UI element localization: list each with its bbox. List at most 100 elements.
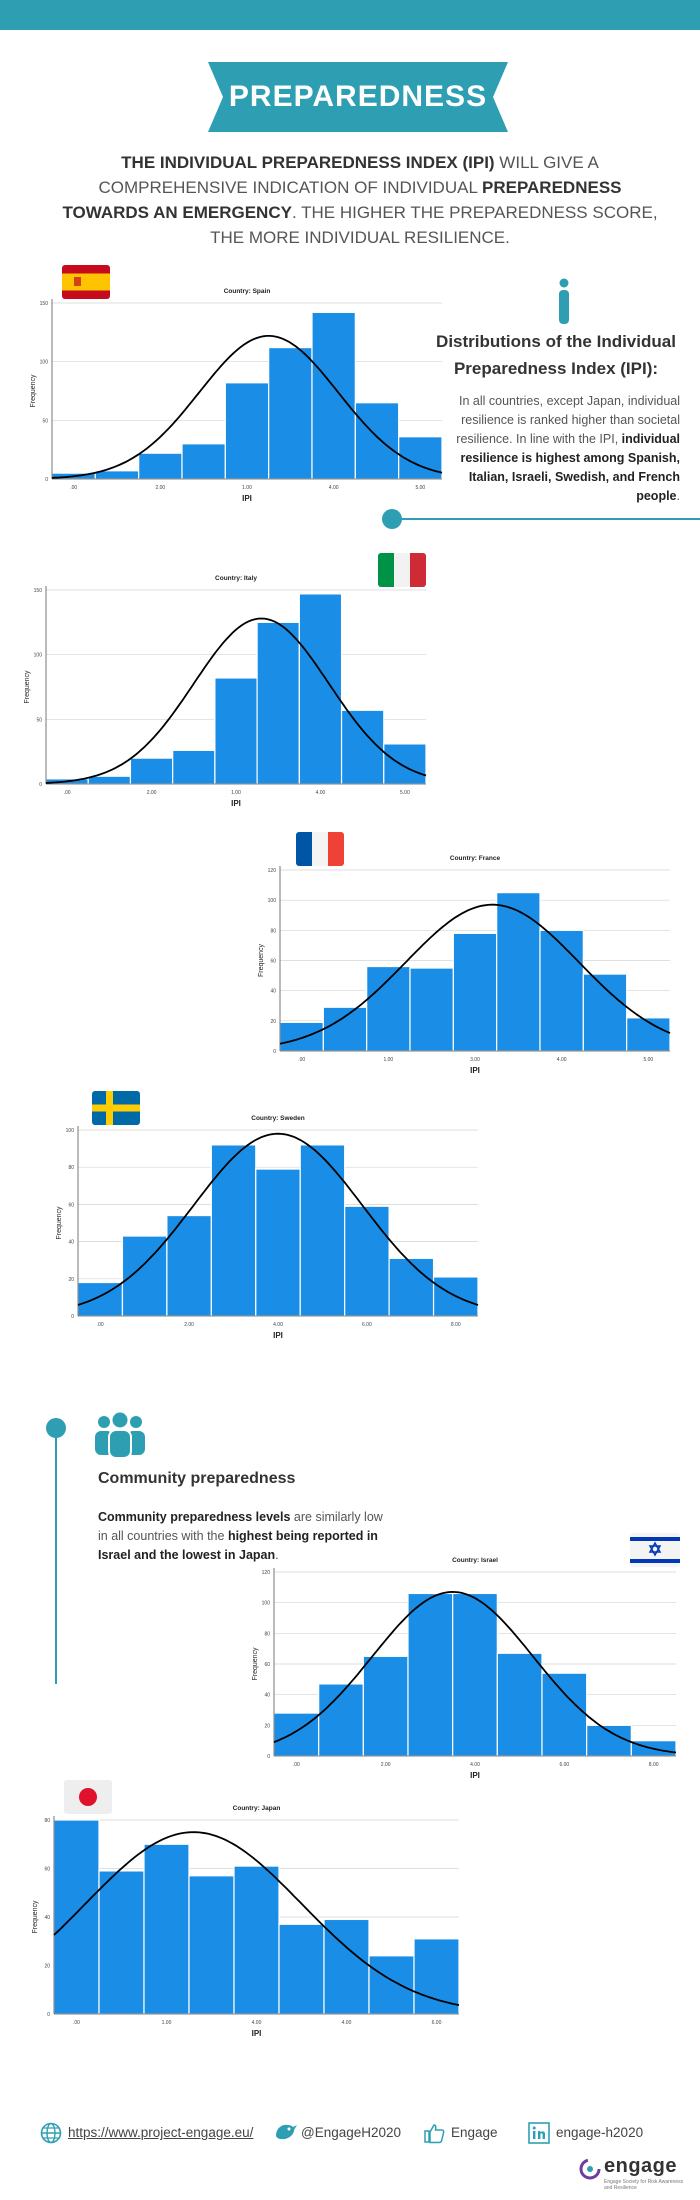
twitter-handle[interactable]: @EngageH2020 [301, 2125, 402, 2140]
x-tick-label: 5.00 [400, 790, 410, 796]
thumbs-up-icon [424, 2124, 445, 2144]
histogram-bar [214, 677, 258, 785]
chart-france-svg: 0 20 40 60 80 100 120 .00 1.00 3.00 4.00 5.00 Countr… [258, 855, 671, 1075]
x-tick-label: .00 [70, 485, 77, 491]
y-tick-label: 20 [270, 1019, 276, 1025]
website-link[interactable]: https://www.project-engage.eu/ [68, 2125, 254, 2140]
histogram-bar [255, 1168, 301, 1317]
y-axis-label: Frequency [30, 374, 37, 408]
y-tick-label: 60 [68, 1202, 74, 1208]
x-tick-label: .00 [97, 1322, 104, 1328]
y-tick-label: 80 [44, 1818, 50, 1824]
timeline-dot-community [46, 1418, 66, 1438]
histogram-bar [388, 1257, 435, 1317]
histogram-bar [452, 1592, 498, 1757]
chart-israel-svg: 0 20 40 60 80 100 120 .00 2.00 4.00 6.00 8.00 Countr… [252, 1557, 677, 1780]
histogram-bar [279, 1021, 324, 1052]
chart-japan-svg: 0 20 40 60 80 .00 1.00 4.00 4.00 6.00 Country: Jap… [32, 1805, 460, 2038]
x-tick-label: 4.00 [316, 790, 326, 796]
histogram-bar [53, 1819, 100, 2015]
normal-curve [77, 1132, 479, 1306]
histogram-bar [299, 1144, 346, 1317]
chart-title: Country: Israel [452, 1557, 498, 1564]
france-flag-icon [296, 832, 344, 866]
histogram-bar [138, 452, 183, 480]
chart-sweden-svg: 0 20 40 60 80 100 .00 2.00 4.00 6.00 8.00 Country: … [56, 1115, 479, 1340]
y-tick-label: 100 [66, 1128, 75, 1134]
x-axis-label: IPI [470, 1066, 480, 1075]
histogram-bar [311, 311, 356, 480]
y-tick-label: 80 [264, 1631, 270, 1637]
x-tick-label: 4.00 [273, 1322, 283, 1328]
intro-text-1: WILL GIVE A COMPREHENSIVE INDICATION OF … [98, 153, 599, 197]
chart-israel: 0 20 40 60 80 100 120 .00 2.00 4.00 6.00 8.00 Countr… [250, 1552, 682, 1790]
histogram-bar [318, 1683, 364, 1757]
y-tick-label: 0 [267, 1754, 270, 1760]
chart-italy: 0 50 100 150 .00 2.00 1.00 4.00 5.00 Country: Ita… [22, 570, 432, 818]
top-bar [0, 0, 700, 30]
title-banner [208, 62, 508, 132]
y-tick-label: 40 [264, 1693, 270, 1699]
histogram-bar [188, 1875, 235, 2015]
y-axis-label: Frequency [56, 1206, 63, 1240]
chart-japan: 0 20 40 60 80 .00 1.00 4.00 4.00 6.00 Country: Jap… [30, 1800, 465, 2048]
chart-italy-svg: 0 50 100 150 .00 2.00 1.00 4.00 5.00 Country: Ita… [24, 575, 427, 808]
community-bold-1: Community preparedness levels [98, 1510, 291, 1524]
histogram-bar [582, 973, 628, 1052]
x-tick-label: 2.00 [147, 790, 157, 796]
x-axis-label: IPI [242, 494, 252, 503]
histogram-bar [452, 932, 498, 1052]
intro-bold-2: PREPAREDNESS TOWARDS AN EMERGENCY [62, 178, 622, 222]
normal-curve [279, 903, 671, 1045]
histogram-bar [278, 1923, 325, 2015]
page-title: PREPAREDNESS [228, 80, 488, 113]
histogram-bar [181, 443, 226, 480]
ipi-info-bold: individual resilience is highest among S… [460, 432, 680, 503]
chart-title: Country: France [450, 855, 501, 862]
histogram-bar [87, 775, 132, 785]
ipi-info-box: Distributions of the Individual Prepared… [432, 328, 680, 506]
x-tick-label: .00 [73, 2020, 80, 2026]
israel-flag-icon [630, 1533, 680, 1567]
y-tick-label: 100 [268, 898, 277, 904]
sweden-flag-icon [92, 1091, 140, 1125]
x-axis-label: IPI [273, 1331, 283, 1340]
engage-logo-icon [579, 2158, 601, 2180]
y-tick-label: 40 [68, 1240, 74, 1246]
histogram-bar [354, 402, 400, 480]
chart-title: Country: Sweden [251, 1115, 304, 1122]
y-tick-label: 120 [262, 1570, 271, 1576]
y-tick-label: 20 [68, 1277, 74, 1283]
linkedin-icon [528, 2122, 550, 2144]
chart-title: Country: Spain [224, 288, 271, 295]
facebook-name[interactable]: Engage [451, 2125, 498, 2140]
person-icon [559, 278, 569, 324]
japan-flag-icon [64, 1780, 112, 1814]
y-tick-label: 100 [34, 653, 43, 659]
histogram-bar [322, 1006, 368, 1052]
x-tick-label: 5.00 [415, 485, 425, 491]
chart-france: 0 20 40 60 80 100 120 .00 1.00 3.00 4.00 5.00 Countr… [256, 850, 676, 1085]
histogram-bar [344, 1205, 390, 1317]
y-tick-label: 50 [36, 717, 42, 723]
spain-flag-icon [62, 265, 110, 299]
ipi-info-end: . [676, 489, 680, 503]
engage-logo-text: engage [604, 2155, 678, 2177]
community-bold-2: highest being reported in Israel and the… [98, 1529, 378, 1562]
linkedin-name[interactable]: engage-h2020 [556, 2125, 644, 2140]
x-axis-label: IPI [231, 799, 241, 808]
community-title: Community preparedness [98, 1470, 296, 1487]
y-tick-label: 150 [40, 301, 49, 307]
histogram-bar [268, 346, 313, 480]
globe-icon [40, 2122, 62, 2144]
x-tick-label: 2.00 [381, 1762, 391, 1768]
normal-curve [53, 1831, 460, 2006]
chart-sweden: 0 20 40 60 80 100 .00 2.00 4.00 6.00 8.00 Country: … [54, 1110, 484, 1350]
histogram-bar [496, 892, 541, 1052]
histogram-bar [368, 1955, 415, 2015]
x-tick-label: 8.00 [649, 1762, 659, 1768]
y-tick-label: 20 [264, 1723, 270, 1729]
histogram-bar [210, 1144, 257, 1317]
ipi-info-body: In all countries, except Japan, individu… [456, 394, 680, 446]
histogram-bar [626, 1017, 671, 1052]
